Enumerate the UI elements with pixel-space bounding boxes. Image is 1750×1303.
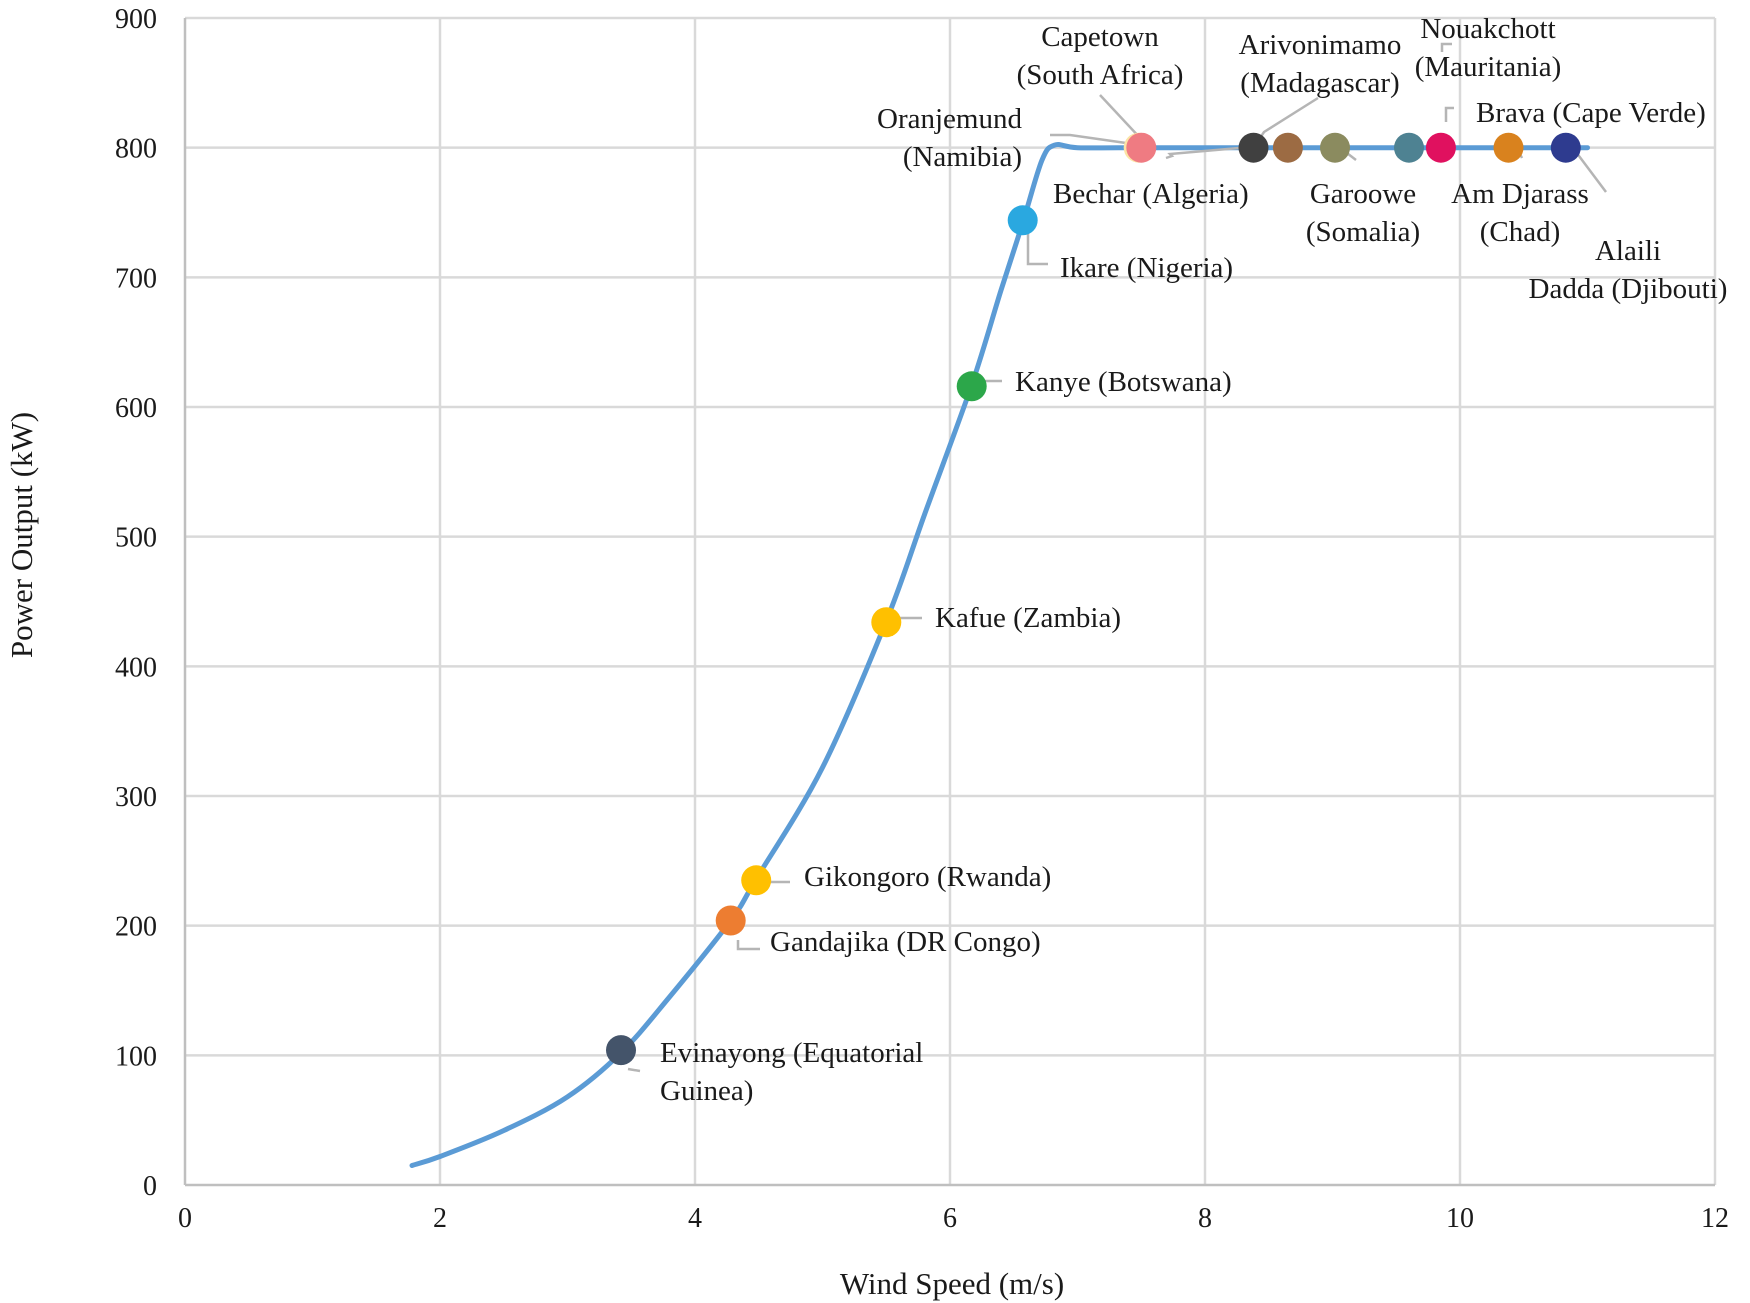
x-tick-label: 8 bbox=[1198, 1203, 1212, 1234]
tick-labels: 0 2 4 6 8 10 12 0 100 200 300 400 500 600 700 800 900 bbox=[115, 4, 1729, 1234]
data-point-label-line: Gandajika (DR Congo) bbox=[770, 926, 1041, 958]
data-point-marker bbox=[715, 905, 746, 936]
data-point-marker bbox=[956, 371, 987, 402]
series bbox=[409, 142, 1590, 1168]
data-point-label-line: (Mauritania) bbox=[1415, 51, 1562, 83]
power-curve-line bbox=[409, 142, 1590, 1168]
data-point-marker bbox=[1272, 132, 1303, 163]
axes bbox=[183, 18, 1715, 1187]
data-point-label-line: (Madagascar) bbox=[1240, 67, 1399, 99]
data-point-label: Ikare (Nigeria) bbox=[1060, 252, 1233, 284]
data-point-label-line: Guinea) bbox=[660, 1075, 753, 1107]
data-point-label-line: (Namibia) bbox=[903, 141, 1022, 173]
data-point-label-line: (Somalia) bbox=[1306, 216, 1420, 248]
data-point-marker bbox=[1320, 132, 1350, 163]
data-point-marker bbox=[606, 1035, 636, 1066]
data-point-label-line: Bechar (Algeria) bbox=[1053, 178, 1249, 210]
x-tick-label: 4 bbox=[688, 1203, 702, 1234]
y-tick-label: 0 bbox=[143, 1171, 157, 1202]
data-points bbox=[606, 132, 1581, 1066]
y-tick-label: 600 bbox=[115, 393, 157, 424]
data-point-label-line: Brava (Cape Verde) bbox=[1476, 97, 1706, 129]
data-point-label-line: Garoowe bbox=[1310, 178, 1416, 210]
label-leader-line bbox=[1026, 226, 1048, 266]
data-point-marker bbox=[1425, 132, 1456, 163]
y-tick-label: 500 bbox=[115, 523, 157, 554]
label-leader-line bbox=[1050, 133, 1141, 147]
x-tick-label: 10 bbox=[1446, 1203, 1474, 1234]
data-point-label: Oranjemund (Namibia) bbox=[877, 103, 1022, 173]
data-point-marker bbox=[1550, 132, 1581, 163]
y-tick-label: 300 bbox=[115, 782, 157, 813]
data-point-label: Garoowe (Somalia) bbox=[1306, 178, 1420, 248]
data-point-label: Gandajika (DR Congo) bbox=[770, 926, 1041, 958]
data-point-label: Nouakchott (Mauritania) bbox=[1415, 13, 1562, 83]
y-axis-title: Power Output (kW) bbox=[4, 412, 39, 658]
y-tick-label: 100 bbox=[115, 1041, 157, 1072]
label-leader-line bbox=[736, 940, 760, 951]
data-point-label-line: Nouakchott bbox=[1420, 13, 1555, 45]
label-leader-line bbox=[1444, 106, 1454, 122]
y-tick-label: 700 bbox=[115, 263, 157, 294]
data-point-label-line: Arivonimamo bbox=[1239, 29, 1402, 61]
y-tick-label: 900 bbox=[115, 4, 157, 35]
x-tick-label: 6 bbox=[943, 1203, 957, 1234]
data-point-label-line: Dadda (Djibouti) bbox=[1529, 273, 1728, 305]
y-tick-label: 800 bbox=[115, 134, 157, 165]
data-point-label: Arivonimamo (Madagascar) bbox=[1239, 29, 1402, 99]
label-leader-line bbox=[1575, 151, 1607, 193]
data-point-label-line: Am Djarass bbox=[1451, 178, 1589, 210]
data-point-label: Kafue (Zambia) bbox=[935, 602, 1121, 634]
label-leader-line bbox=[1099, 94, 1143, 141]
data-point-label-line: (South Africa) bbox=[1017, 59, 1184, 91]
data-point-label-line: Oranjemund bbox=[877, 103, 1022, 135]
data-point-label: Alaili Dadda (Djibouti) bbox=[1529, 235, 1728, 305]
label-leader-line bbox=[1165, 144, 1263, 160]
data-point-label-line: (Chad) bbox=[1480, 216, 1561, 248]
data-point-marker bbox=[871, 607, 902, 638]
data-point-marker bbox=[1493, 132, 1524, 163]
data-point-label: Gikongoro (Rwanda) bbox=[804, 861, 1051, 893]
y-tick-label: 200 bbox=[115, 912, 157, 943]
x-axis-title: Wind Speed (m/s) bbox=[840, 1266, 1064, 1301]
data-point-label-line: Gikongoro (Rwanda) bbox=[804, 861, 1051, 893]
data-point-label: Evinayong (Equatorial Guinea) bbox=[660, 1037, 923, 1107]
data-point-marker bbox=[1126, 132, 1157, 163]
data-point-marker bbox=[741, 865, 772, 896]
x-tick-label: 0 bbox=[178, 1203, 192, 1234]
data-point-label-line: Kanye (Botswana) bbox=[1015, 366, 1232, 398]
data-point-label-line: Capetown bbox=[1041, 21, 1159, 53]
label-leader-line bbox=[627, 1067, 641, 1073]
data-point-marker bbox=[1394, 132, 1424, 163]
data-point-label: Capetown (South Africa) bbox=[1017, 21, 1184, 91]
y-tick-label: 400 bbox=[115, 652, 157, 683]
data-point-marker bbox=[1007, 205, 1038, 236]
data-point-label-line: Kafue (Zambia) bbox=[935, 602, 1121, 634]
data-point-label: Am Djarass (Chad) bbox=[1451, 178, 1589, 248]
x-tick-label: 12 bbox=[1701, 1203, 1729, 1234]
data-point-label: Brava (Cape Verde) bbox=[1476, 97, 1706, 129]
data-point-label: Bechar (Algeria) bbox=[1053, 178, 1249, 210]
data-point-marker bbox=[1238, 132, 1269, 163]
data-point-label-line: Ikare (Nigeria) bbox=[1060, 252, 1233, 284]
data-labels: Evinayong (Equatorial Guinea) Gandajika (D… bbox=[660, 13, 1727, 1107]
label-leader-line bbox=[1440, 42, 1452, 52]
data-point-label-line: Alaili bbox=[1595, 235, 1661, 267]
data-point-label: Kanye (Botswana) bbox=[1015, 366, 1232, 398]
x-tick-label: 2 bbox=[433, 1203, 447, 1234]
data-point-label-line: Evinayong (Equatorial bbox=[660, 1037, 923, 1069]
